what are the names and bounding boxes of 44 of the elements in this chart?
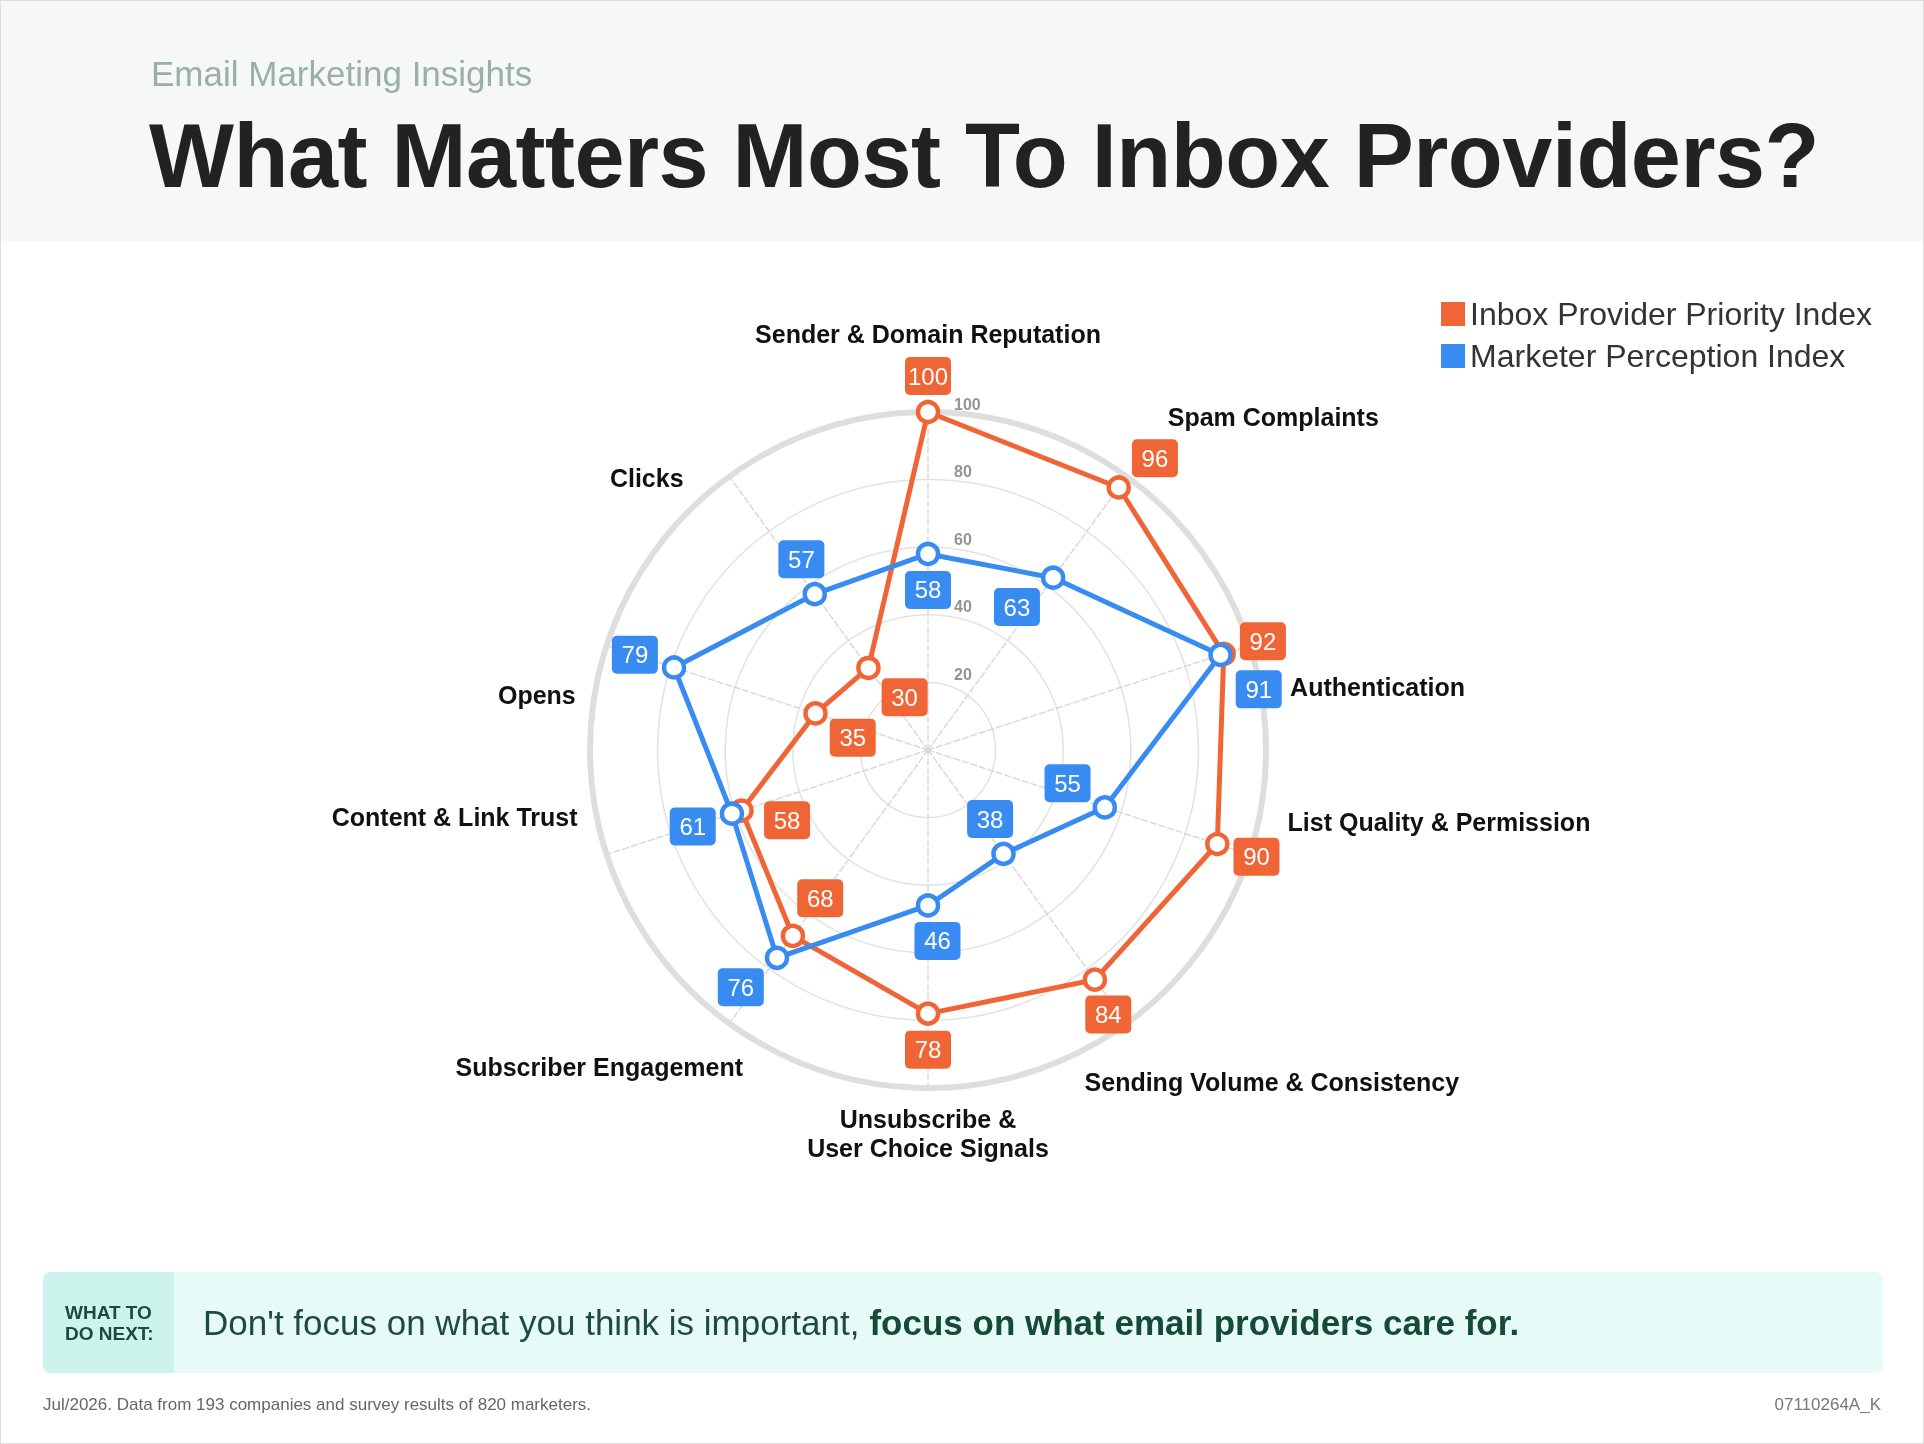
text: Jul/2026. Data from 193 companies and survey results of 820 marketers. bbox=[43, 1395, 592, 1415]
spoke-label: Subscriber Engagement bbox=[455, 1053, 744, 1082]
data-label: 46 bbox=[924, 927, 951, 955]
data-label: 90 bbox=[1243, 843, 1270, 871]
spoke-label: Authentication bbox=[1290, 672, 1466, 701]
data-label: 68 bbox=[806, 884, 834, 912]
text: Don't focus on what you think is important, bbox=[203, 1302, 860, 1343]
text: focus on what email providers care for. bbox=[869, 1302, 1520, 1343]
data-label: 58 bbox=[914, 576, 942, 604]
data-label: 57 bbox=[788, 545, 815, 573]
chart-subtitle: Email Marketing Insights bbox=[151, 54, 533, 94]
spoke-label: Content & Link Trust bbox=[331, 802, 579, 831]
y-tick-label: 60 bbox=[954, 530, 972, 548]
data-label: 61 bbox=[679, 812, 707, 840]
data-label: 92 bbox=[1249, 627, 1277, 655]
data-label: 78 bbox=[914, 1036, 942, 1064]
data-label: 30 bbox=[891, 683, 918, 711]
y-tick-label: 20 bbox=[954, 665, 972, 683]
spoke-label: Sender & Domain Reputation bbox=[755, 320, 1101, 348]
legend-label: Inbox Provider Priority Index bbox=[1470, 296, 1872, 332]
data-label: 76 bbox=[727, 973, 755, 1001]
spoke-label: List Quality & Permission bbox=[1287, 807, 1591, 836]
chart-title: What Matters Most To Inbox Providers? bbox=[149, 105, 1819, 208]
text: 07110264A_K bbox=[1774, 1395, 1881, 1415]
spoke-label: Opens bbox=[497, 681, 576, 710]
spoke-label: Spam Complaints bbox=[1167, 402, 1379, 431]
data-label: 55 bbox=[1054, 769, 1081, 797]
text: WHAT TO DO NEXT: bbox=[65, 1301, 155, 1344]
data-label: 100 bbox=[907, 362, 949, 390]
data-label: 38 bbox=[976, 805, 1004, 833]
spoke-label: Sending Volume & Consistency bbox=[1084, 1068, 1460, 1097]
legend-label: Marketer Perception Index bbox=[1470, 338, 1846, 374]
data-label: 84 bbox=[1094, 1001, 1122, 1029]
y-tick-label: 80 bbox=[954, 463, 972, 481]
spoke-label: Unsubscribe & User Choice Signals bbox=[807, 1104, 1049, 1162]
y-tick-label: 100 bbox=[954, 395, 981, 413]
data-label: 79 bbox=[621, 641, 649, 669]
spoke-label: Clicks bbox=[609, 464, 684, 493]
y-tick-label: 40 bbox=[954, 598, 972, 616]
data-label: 91 bbox=[1245, 675, 1273, 703]
data-label: 96 bbox=[1141, 444, 1169, 472]
data-label: 35 bbox=[839, 724, 867, 752]
data-label: 58 bbox=[773, 806, 801, 834]
data-label: 63 bbox=[1003, 593, 1031, 621]
